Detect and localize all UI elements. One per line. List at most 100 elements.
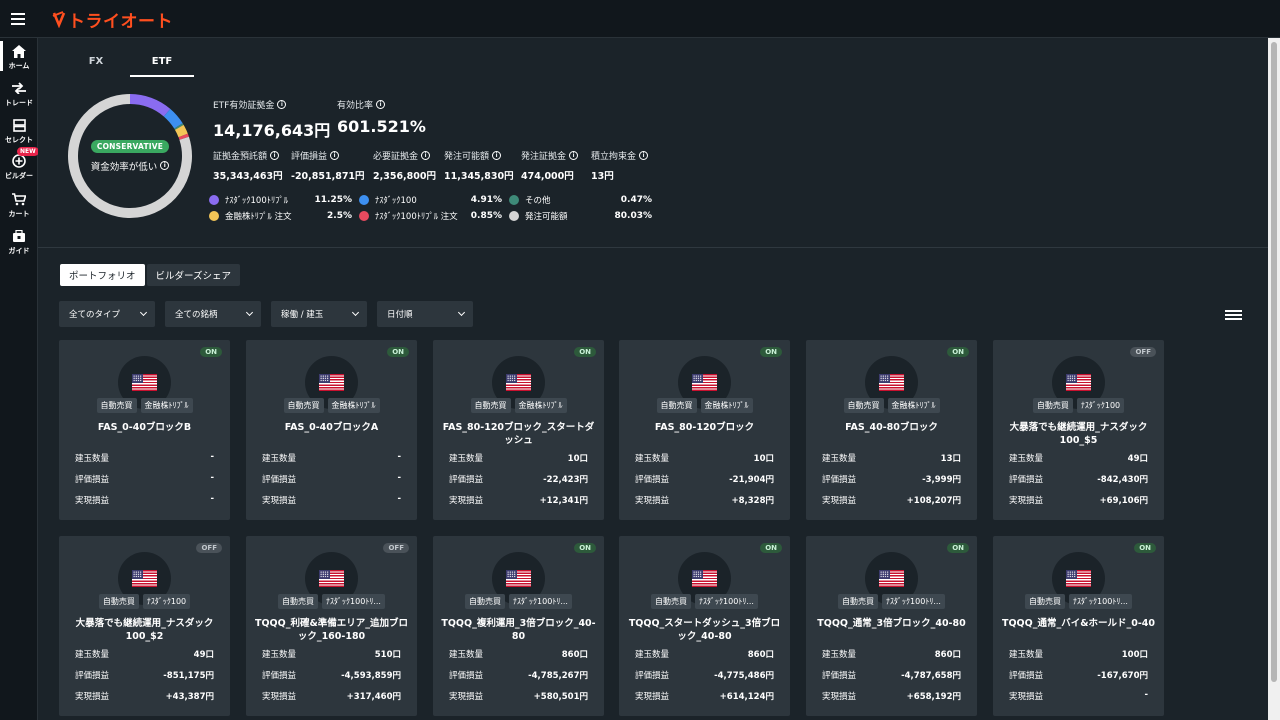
logo[interactable]: トライオート	[52, 6, 173, 32]
stat-value: 35,343,463円	[213, 171, 283, 182]
status-badge[interactable]: ON	[387, 347, 409, 357]
info-icon[interactable]: i	[330, 151, 340, 160]
efficiency-text[interactable]: 資金効率が低い i	[91, 159, 170, 173]
menu-icon[interactable]	[11, 13, 25, 25]
nav-builder-label: ビルダー	[5, 172, 33, 180]
row-label: 実現損益	[1009, 496, 1044, 506]
info-icon[interactable]: i	[639, 151, 649, 160]
status-badge[interactable]: ON	[1134, 543, 1156, 553]
info-icon[interactable]: i	[160, 161, 170, 170]
filter-bar: 全てのタイプ 全ての銘柄 稼働 / 建玉 日付順	[59, 301, 473, 327]
legend-item: ﾅｽﾀﾞｯｸ100	[359, 194, 417, 206]
unrealized-row: 評価損益 -3,999円	[822, 473, 961, 485]
info-icon[interactable]: i	[421, 151, 431, 160]
status-badge[interactable]: ON	[947, 347, 969, 357]
strategy-card[interactable]: ON 自動売買 金融株ﾄﾘﾌﾟﾙ FAS_80-120ブロック_スタートダッシュ 建玉数…	[433, 340, 604, 520]
strategy-title: FAS_0-40ブロックB	[97, 422, 192, 433]
unrealized-row: 評価損益 -851,175円	[75, 669, 214, 681]
position-value: 49口	[193, 650, 214, 660]
row-label: 評価損益	[1009, 475, 1044, 485]
strategy-card[interactable]: ON 自動売買 ﾅｽﾀﾞｯｸ100ﾄﾘ... TQQQ_複利運用_3倍ブロック_40-…	[433, 536, 604, 716]
strategy-card[interactable]: OFF 自動売買 ﾅｽﾀﾞｯｸ100 大暴落でも継続運用_ナスダック100_$5 建玉数…	[993, 340, 1164, 520]
cart-icon	[11, 191, 27, 207]
strategy-card[interactable]: ON 自動売買 金融株ﾄﾘﾌﾟﾙ FAS_80-120ブロック 建玉数量 10口 評価損益 -…	[619, 340, 790, 520]
strategy-card[interactable]: ON 自動売買 金融株ﾄﾘﾌﾟﾙ FAS_0-40ブロックB 建玉数量 - 評価損益 - 実現損…	[59, 340, 230, 520]
row-label: 実現損益	[822, 692, 857, 702]
segment-builders-share[interactable]: ビルダーズシェア	[146, 264, 241, 286]
row-label: 実現損益	[262, 692, 297, 702]
segment-portfolio[interactable]: ポートフォリオ	[60, 264, 145, 286]
stat-label-text: 積立拘束金	[591, 152, 637, 162]
realized-value: +43,387円	[165, 692, 214, 702]
unrealized-value: -22,423円	[543, 475, 588, 485]
nav-select[interactable]: セレクト	[0, 115, 38, 151]
strategy-card[interactable]: ON 自動売買 金融株ﾄﾘﾌﾟﾙ FAS_0-40ブロックA 建玉数量 - 評価損益 - 実現損…	[246, 340, 417, 520]
unrealized-value: -4,775,486円	[714, 671, 774, 681]
row-label: 実現損益	[1009, 692, 1044, 702]
tag-list: 自動売買 ﾅｽﾀﾞｯｸ100	[993, 398, 1164, 413]
strategy-card[interactable]: ON 自動売買 ﾅｽﾀﾞｯｸ100ﾄﾘ... TQQQ_通常_バイ&ホールド_0-40…	[993, 536, 1164, 716]
nav-trade[interactable]: トレード	[0, 78, 38, 114]
legend-label: その他	[525, 196, 551, 206]
nav-home[interactable]: ホーム	[0, 41, 38, 77]
filter-status-select[interactable]: 稼働 / 建玉	[271, 301, 367, 327]
realized-value: +580,501円	[533, 692, 588, 702]
realized-row: 実現損益 +8,328円	[635, 494, 774, 506]
strategy-card[interactable]: ON 自動売買 ﾅｽﾀﾞｯｸ100ﾄﾘ... TQQQ_スタートダッシュ_3倍ブロック…	[619, 536, 790, 716]
position-row: 建玉数量 860口	[822, 648, 961, 660]
stat-value: 13円	[591, 171, 614, 182]
tag: 金融株ﾄﾘﾌﾟﾙ	[700, 398, 753, 413]
filter-type-label: 全てのタイプ	[69, 310, 121, 320]
status-badge[interactable]: OFF	[383, 543, 409, 553]
realized-value: +108,207円	[906, 496, 961, 506]
legend-percent: 11.25%	[314, 195, 353, 205]
nav-builder[interactable]: NEW ビルダー	[0, 147, 39, 187]
unrealized-value: -4,593,859円	[341, 671, 401, 681]
chevron-down-icon	[245, 308, 254, 317]
row-label: 建玉数量	[822, 454, 857, 464]
status-badge[interactable]: OFF	[196, 543, 222, 553]
tab-fx[interactable]: FX	[88, 56, 104, 67]
info-icon[interactable]: i	[569, 151, 579, 160]
strategy-card[interactable]: OFF 自動売買 ﾅｽﾀﾞｯｸ100 大暴落でも継続運用_ナスダック100_$2 建玉数…	[59, 536, 230, 716]
info-icon[interactable]: i	[376, 100, 386, 109]
stat-label: 証拠金預託額 i	[213, 149, 280, 162]
nav-cart[interactable]: カート	[0, 189, 38, 225]
strategy-card[interactable]: ON 自動売買 ﾅｽﾀﾞｯｸ100ﾄﾘ... TQQQ_通常_3倍ブロック_40-80…	[806, 536, 977, 716]
tag: ﾅｽﾀﾞｯｸ100ﾄﾘ...	[509, 594, 572, 609]
status-badge[interactable]: ON	[760, 347, 782, 357]
status-badge[interactable]: ON	[947, 543, 969, 553]
status-badge[interactable]: OFF	[1130, 347, 1156, 357]
nav-home-label: ホーム	[8, 62, 30, 70]
realized-value: +658,192円	[906, 692, 961, 702]
stat-label: 発注証拠金 i	[521, 149, 579, 162]
scrollbar[interactable]	[1268, 38, 1280, 720]
status-badge[interactable]: ON	[200, 347, 222, 357]
tab-etf[interactable]: ETF	[130, 50, 194, 77]
donut-slice	[68, 94, 192, 218]
strategy-card[interactable]: OFF 自動売買 ﾅｽﾀﾞｯｸ100ﾄﾘ... TQQQ_利確&準備エリア_追加ブロッ…	[246, 536, 417, 716]
strategy-card[interactable]: ON 自動売買 金融株ﾄﾘﾌﾟﾙ FAS_40-80ブロック 建玉数量 13口 評価損益 -3…	[806, 340, 977, 520]
position-row: 建玉数量 860口	[449, 648, 588, 660]
row-label: 評価損益	[449, 671, 484, 681]
filter-symbol-select[interactable]: 全ての銘柄	[165, 301, 261, 327]
home-icon	[11, 43, 27, 59]
scrollbar-thumb[interactable]	[1271, 42, 1277, 682]
status-badge[interactable]: ON	[574, 543, 596, 553]
legend-swatch	[359, 195, 369, 205]
info-icon[interactable]: i	[270, 151, 280, 160]
list-view-icon[interactable]	[1225, 310, 1242, 322]
status-badge[interactable]: ON	[574, 347, 596, 357]
realized-row: 実現損益 -	[262, 494, 401, 506]
info-icon[interactable]: i	[277, 100, 287, 109]
us-flag-icon	[132, 570, 157, 587]
filter-type-select[interactable]: 全てのタイプ	[59, 301, 155, 327]
filter-status-label: 稼働 / 建玉	[281, 310, 324, 320]
filter-sort-select[interactable]: 日付順	[377, 301, 473, 327]
nav-guide[interactable]: ガイド	[0, 226, 38, 262]
status-badge[interactable]: ON	[760, 543, 782, 553]
stat-label: 発注可能額 i	[444, 149, 502, 162]
info-icon[interactable]: i	[492, 151, 502, 160]
unrealized-value: -167,670円	[1097, 671, 1148, 681]
row-label: 評価損益	[262, 671, 297, 681]
